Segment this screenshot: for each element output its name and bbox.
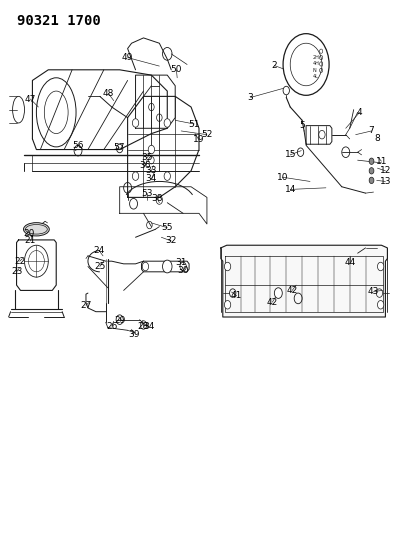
Circle shape xyxy=(224,262,231,271)
Text: 44: 44 xyxy=(344,258,355,266)
Circle shape xyxy=(164,119,170,127)
Text: 4: 4 xyxy=(357,108,363,117)
Text: 32: 32 xyxy=(166,237,177,246)
Text: 4L: 4L xyxy=(313,74,319,79)
Circle shape xyxy=(369,177,374,183)
Text: 27: 27 xyxy=(80,301,92,310)
Text: 51: 51 xyxy=(189,119,200,128)
Text: 50: 50 xyxy=(171,66,182,74)
Polygon shape xyxy=(221,245,387,317)
Text: 36: 36 xyxy=(140,161,151,170)
Text: 52: 52 xyxy=(201,130,213,139)
Text: 3: 3 xyxy=(248,93,254,102)
Text: 13: 13 xyxy=(380,177,391,186)
Text: 47: 47 xyxy=(25,94,36,103)
Text: 15: 15 xyxy=(285,150,296,159)
Text: 42: 42 xyxy=(267,297,278,306)
Text: 11: 11 xyxy=(376,157,387,166)
Circle shape xyxy=(133,172,139,180)
Circle shape xyxy=(162,260,172,273)
Text: 48: 48 xyxy=(103,89,114,98)
Circle shape xyxy=(224,301,231,309)
Text: 14: 14 xyxy=(285,185,296,194)
Text: 31: 31 xyxy=(176,258,187,266)
Text: 90321 1700: 90321 1700 xyxy=(17,14,100,28)
Circle shape xyxy=(369,158,374,165)
Text: 25: 25 xyxy=(94,262,105,271)
Text: 26: 26 xyxy=(106,321,117,330)
Text: 33: 33 xyxy=(146,166,157,175)
Text: 30: 30 xyxy=(178,266,189,274)
Text: 4H: 4H xyxy=(313,61,320,67)
Text: 49: 49 xyxy=(122,53,133,62)
Circle shape xyxy=(377,301,384,309)
Text: 34: 34 xyxy=(146,174,157,183)
Text: 28: 28 xyxy=(138,321,149,330)
Text: 20: 20 xyxy=(23,229,35,238)
Text: 10: 10 xyxy=(277,173,288,182)
Text: 24: 24 xyxy=(94,246,105,255)
Text: 53: 53 xyxy=(142,189,153,198)
Text: 23: 23 xyxy=(11,268,22,276)
Text: 43: 43 xyxy=(368,287,379,296)
Text: 29: 29 xyxy=(114,316,125,325)
Circle shape xyxy=(377,262,384,271)
Circle shape xyxy=(133,119,139,127)
Text: 19: 19 xyxy=(193,135,205,144)
Circle shape xyxy=(164,172,170,180)
Text: 39: 39 xyxy=(128,329,139,338)
Text: 41: 41 xyxy=(231,291,242,300)
Text: 21: 21 xyxy=(25,237,36,246)
Text: 35: 35 xyxy=(142,153,153,162)
Text: 42: 42 xyxy=(287,286,298,295)
Text: 38: 38 xyxy=(152,194,163,203)
Text: 7: 7 xyxy=(369,126,375,135)
Text: 8: 8 xyxy=(375,134,380,143)
Text: 57: 57 xyxy=(113,143,125,152)
Circle shape xyxy=(274,288,282,298)
Text: 56: 56 xyxy=(72,141,84,150)
Text: 2H: 2H xyxy=(313,55,320,60)
Ellipse shape xyxy=(23,223,49,236)
Text: 2: 2 xyxy=(271,61,277,70)
Text: 34: 34 xyxy=(143,321,154,330)
Text: 22: 22 xyxy=(14,257,25,265)
Text: 55: 55 xyxy=(162,223,173,232)
Circle shape xyxy=(369,167,374,174)
Circle shape xyxy=(148,146,154,154)
Text: 5: 5 xyxy=(299,121,305,130)
Text: 12: 12 xyxy=(380,166,391,175)
Text: N: N xyxy=(313,68,316,73)
